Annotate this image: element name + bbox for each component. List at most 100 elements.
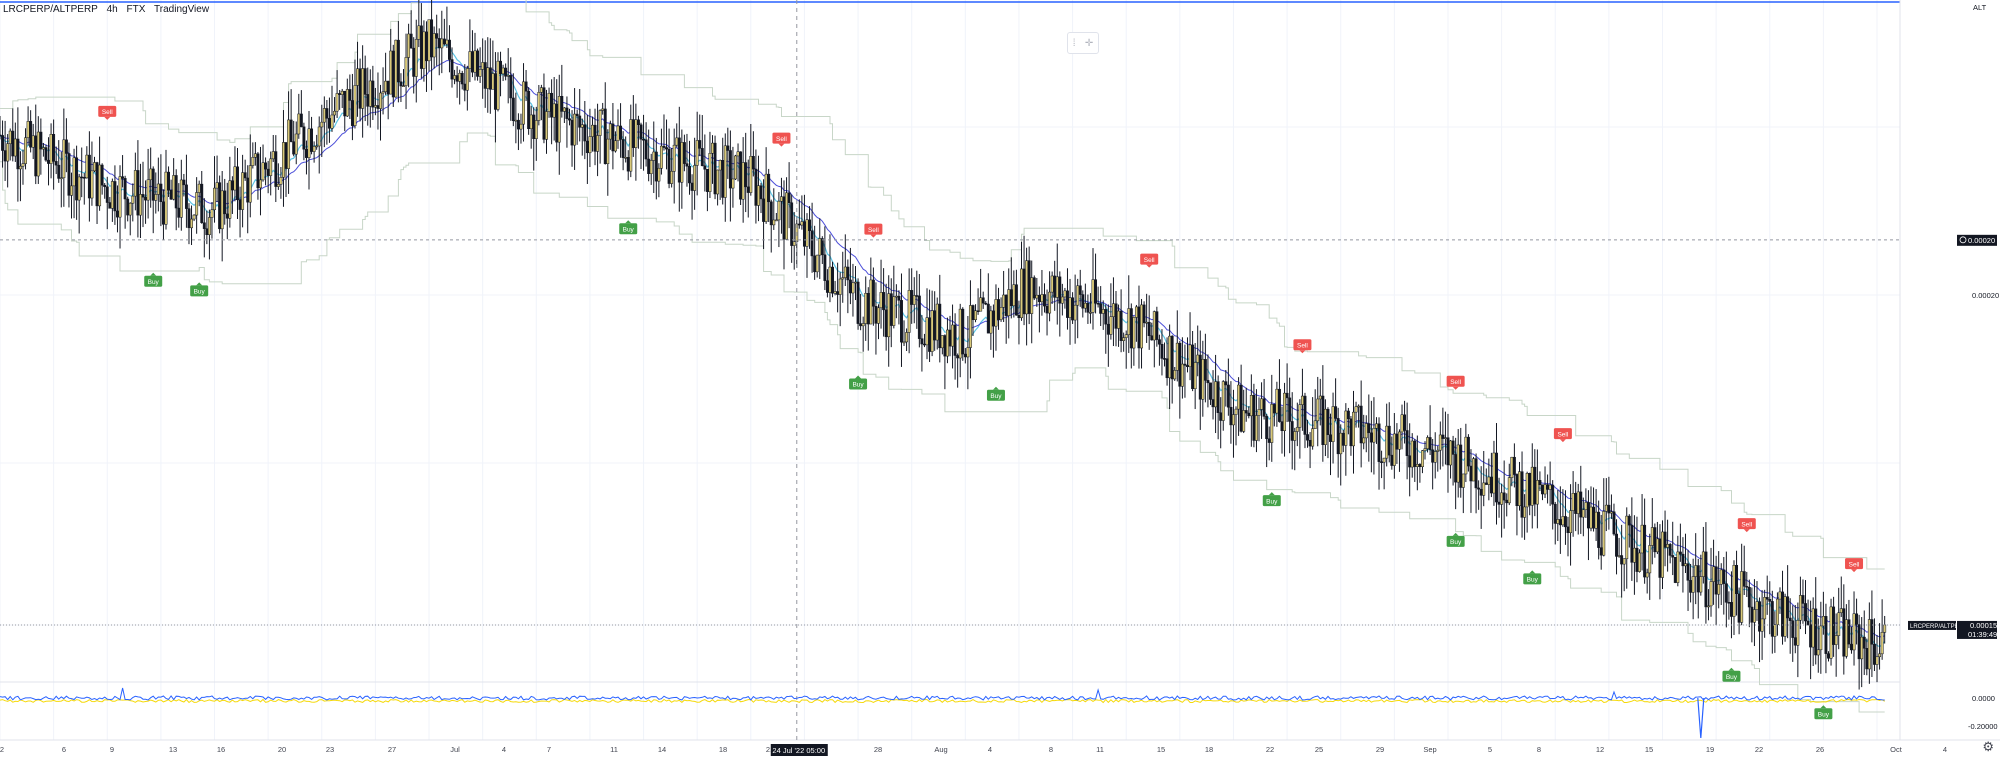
candle-body xyxy=(205,228,209,235)
candle-body xyxy=(1076,285,1080,306)
candle-body xyxy=(1456,444,1460,483)
gear-icon[interactable]: ⚙ xyxy=(1982,739,1994,754)
candle-body xyxy=(386,80,390,95)
candle-body xyxy=(1446,437,1450,466)
candle-body xyxy=(305,148,308,158)
candle-body xyxy=(414,39,418,77)
candle-body xyxy=(460,72,464,85)
candle-body xyxy=(11,130,15,157)
candle-body xyxy=(1638,552,1641,572)
chart-header: LRCPERP/ALTPERP 4h FTX TradingView xyxy=(3,4,215,15)
candle-body xyxy=(279,177,283,185)
candle-body xyxy=(1541,484,1544,495)
candle-body xyxy=(230,180,234,191)
candle-body xyxy=(1040,294,1044,303)
candle-body xyxy=(1341,432,1345,446)
candle-body xyxy=(1012,284,1016,307)
time-axis-tick: 18 xyxy=(719,745,727,754)
candle-body xyxy=(1398,431,1401,450)
candle-body xyxy=(1635,547,1639,572)
candle-body xyxy=(1122,337,1126,341)
candle-body xyxy=(636,119,640,125)
candle-body xyxy=(1022,268,1026,315)
symbol-name[interactable]: LRCPERP/ALTPERP xyxy=(3,4,98,15)
candle-body xyxy=(368,80,372,107)
candle-body xyxy=(971,305,975,320)
candle-body xyxy=(1878,653,1882,658)
candle-body xyxy=(831,266,834,294)
candle-body xyxy=(626,157,630,172)
candle-body xyxy=(338,93,342,95)
candle-body xyxy=(1009,289,1013,307)
candle-body xyxy=(708,153,712,192)
candle-body xyxy=(568,118,571,121)
candle-body xyxy=(1392,433,1396,466)
candle-body xyxy=(197,183,201,193)
candle-body xyxy=(560,96,564,112)
candle-body xyxy=(976,310,980,312)
candle-body xyxy=(1592,506,1595,529)
candle-body xyxy=(713,142,717,195)
candle-body xyxy=(892,296,896,326)
candle-body xyxy=(1783,596,1787,637)
candle-body xyxy=(335,93,339,112)
candle-body xyxy=(940,335,944,349)
candle-body xyxy=(1060,296,1064,304)
candle-body xyxy=(1117,310,1120,329)
candle-body xyxy=(869,279,873,325)
candle-body xyxy=(583,124,587,142)
candle-body xyxy=(458,72,462,82)
candle-body xyxy=(70,185,73,196)
candle-body xyxy=(215,182,219,189)
candle-body xyxy=(1472,458,1475,482)
candle-body xyxy=(570,119,574,146)
candle-body xyxy=(1178,342,1182,387)
candle-body xyxy=(1152,311,1156,341)
candle-body xyxy=(991,310,995,327)
candle-body xyxy=(1119,310,1123,341)
signal-text: Sell xyxy=(102,109,113,116)
candle-body xyxy=(1684,563,1687,567)
candle-body xyxy=(1257,409,1261,416)
candle-body xyxy=(1586,502,1590,529)
candle-body xyxy=(884,309,888,338)
candle-body xyxy=(925,317,929,346)
candle-body xyxy=(59,177,63,180)
candle-body xyxy=(619,125,623,140)
candle-body xyxy=(1791,620,1795,638)
candle-body xyxy=(1699,576,1703,593)
candle-body xyxy=(754,168,758,206)
candle-body xyxy=(1438,434,1442,451)
candle-body xyxy=(958,308,962,359)
candle-body xyxy=(1267,438,1271,443)
candle-body xyxy=(299,113,303,128)
floating-toolbar[interactable]: ⁞ ✛ xyxy=(1067,32,1099,54)
candle-body xyxy=(1387,425,1391,456)
candle-body xyxy=(136,170,140,216)
candle-body xyxy=(330,114,334,129)
candle-body xyxy=(1252,395,1256,441)
sell-signal-label: Sell xyxy=(98,105,117,120)
candle-body xyxy=(1701,551,1705,577)
candle-body xyxy=(376,105,380,109)
candle-body xyxy=(1191,344,1195,390)
candle-body xyxy=(488,67,492,90)
candle-body xyxy=(1203,359,1207,381)
candle-body xyxy=(677,137,681,183)
candle-body xyxy=(1306,434,1309,441)
candle-body xyxy=(1007,289,1011,316)
interval-label[interactable]: 4h xyxy=(106,4,118,15)
drag-handle-icon[interactable]: ⁞ xyxy=(1072,37,1076,49)
crosshair-icon[interactable]: ✛ xyxy=(1084,37,1094,49)
candle-body xyxy=(417,25,421,40)
candle-body xyxy=(85,154,89,179)
candle-body xyxy=(1216,381,1220,413)
candle-body xyxy=(236,166,239,201)
candle-body xyxy=(77,176,81,201)
candle-body xyxy=(1873,644,1876,665)
candle-body xyxy=(1484,482,1488,485)
candle-body xyxy=(1454,454,1458,483)
candle-body xyxy=(608,123,612,140)
signal-text: Buy xyxy=(1818,711,1830,718)
